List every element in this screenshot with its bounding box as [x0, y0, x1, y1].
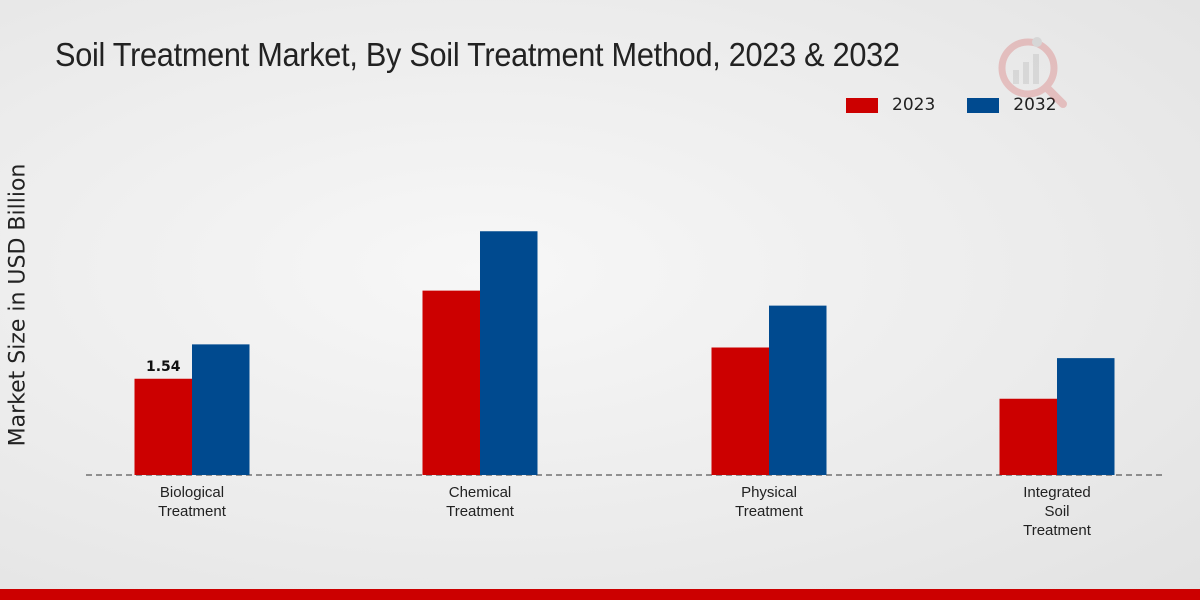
bar-2032-3 — [1057, 358, 1115, 475]
chart-legend: 2023 2032 — [846, 95, 1089, 115]
brand-logo-icon — [998, 37, 1067, 108]
chart-title: Soil Treatment Market, By Soil Treatment… — [55, 36, 900, 73]
legend-item-2023: 2023 — [846, 95, 935, 115]
bar-2032-2 — [769, 305, 827, 475]
x-tick-label-1: Chemical Treatment — [446, 484, 515, 520]
footer-accent-bar — [0, 589, 1200, 600]
bar-2023-3 — [999, 398, 1057, 475]
legend-swatch-2023 — [846, 97, 878, 113]
legend-label-2032: 2032 — [1013, 95, 1057, 115]
bar-2032-0 — [192, 344, 250, 475]
legend-swatch-2032 — [967, 97, 1000, 113]
data-label: 1.54 — [146, 359, 181, 375]
x-tick-label-2: Physical Treatment — [735, 484, 804, 520]
x-tick-label-3: Integrated Soil Treatment — [1023, 484, 1092, 539]
bar-2032-1 — [480, 231, 538, 475]
x-tick-label-0: Biological Treatment — [158, 484, 227, 520]
legend-label-2023: 2023 — [892, 95, 936, 115]
bar-2023-2 — [711, 347, 769, 475]
bar-2023-1 — [422, 290, 480, 475]
bar-2023-0 — [134, 378, 192, 475]
legend-item-2032: 2032 — [967, 95, 1057, 115]
